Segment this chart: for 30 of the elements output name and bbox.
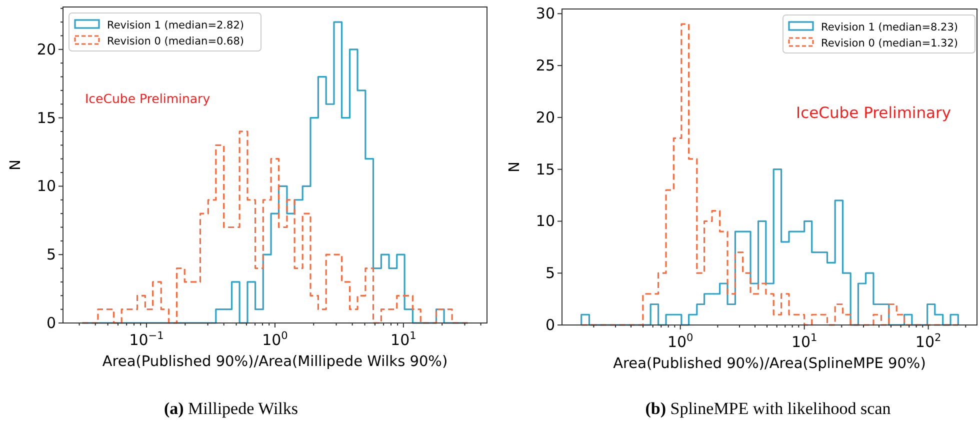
- y-axis-title: N: [507, 162, 523, 172]
- legend-label: Revision 1 (median=8.23): [821, 22, 958, 34]
- text: (b) SplineMPE with likelihood scan: [645, 399, 892, 418]
- x-tick-label: 10$^{−1}$: [129, 330, 164, 349]
- y-tick-label: 20: [536, 108, 555, 126]
- y-tick-label: 25: [536, 56, 555, 75]
- y-tick-label: 20: [36, 40, 56, 58]
- x-tick-label: 10$^{0}$: [262, 330, 288, 349]
- y-tick-label: 10: [536, 212, 555, 230]
- text: (a) Millipede Wilks: [164, 399, 298, 418]
- y-tick-label: 5: [545, 264, 555, 282]
- x-axis-title: Area(Published 90%)/Area(SplineMPE 90%): [613, 356, 926, 372]
- y-tick-label: 5: [46, 246, 56, 264]
- x-tick-label: 10$^{2}$: [915, 332, 942, 351]
- x-tick-label: 10$^{0}$: [667, 332, 694, 351]
- annotation: IceCube Preliminary: [796, 104, 952, 122]
- x-tick-label: 10$^{1}$: [791, 332, 818, 351]
- y-tick-label: 30: [536, 4, 555, 23]
- y-tick-label: 0: [545, 316, 555, 334]
- y-tick-label: 15: [36, 108, 56, 127]
- x-axis-title: Area(Published 90%)/Area(Millipede Wilks 90%): [102, 354, 448, 370]
- y-axis-title: N: [8, 160, 24, 170]
- y-tick-label: 0: [46, 314, 56, 332]
- annotation: IceCube Preliminary: [85, 91, 211, 106]
- legend-label: Revision 0 (median=0.68): [107, 36, 244, 48]
- y-tick-label: 10: [36, 177, 56, 196]
- legend-label: Revision 0 (median=1.32): [821, 38, 958, 50]
- x-tick-label: 10$^{1}$: [390, 330, 416, 349]
- y-tick-label: 15: [536, 160, 555, 178]
- legend-label: Revision 1 (median=2.82): [107, 20, 244, 32]
